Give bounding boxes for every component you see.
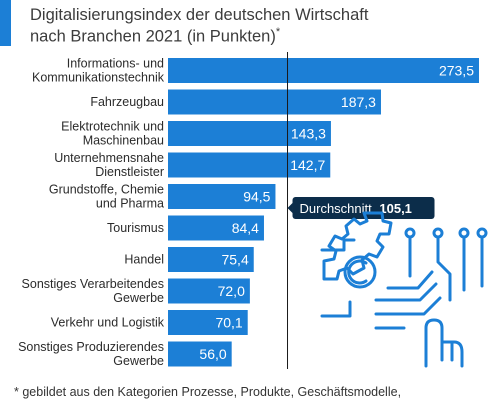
- category-label-line: Maschinenbau: [83, 134, 164, 148]
- average-callout-box: [292, 197, 435, 219]
- category-label-line: Verkehr und Logistik: [51, 316, 165, 330]
- category-label: Handel: [124, 253, 164, 267]
- chart-title-line2: nach Branchen 2021 (in Punkten)*: [30, 26, 280, 47]
- footnote: * gebildet aus den Kategorien Prozesse, …: [14, 385, 402, 399]
- category-label: Sonstiges Produzierendes Gewerbe: [18, 340, 164, 368]
- bar-value-label: 72,0: [218, 283, 245, 299]
- bar: [168, 89, 381, 115]
- category-label-line: Fahrzeugbau: [90, 95, 164, 109]
- bar-value-label: 273,5: [439, 63, 474, 79]
- category-label-line: Sonstiges Verarbeitendes: [22, 277, 164, 291]
- category-label-line: Tourismus: [107, 221, 164, 235]
- bar: [168, 278, 250, 304]
- average-label: Durchschnitt: [300, 201, 373, 216]
- category-label-line: Elektrotechnik und: [61, 120, 164, 134]
- category-label: Sonstiges Verarbeitendes Gewerbe: [22, 277, 165, 305]
- bar-value-label: 143,3: [291, 126, 326, 142]
- title-footnote-marker: *: [275, 26, 281, 38]
- average-value: 105,1: [379, 201, 412, 216]
- category-label: Informations- und Kommunikationstechnik: [32, 57, 165, 85]
- bar: [168, 215, 264, 241]
- bar: [168, 58, 479, 83]
- chart-title-text2: nach Branchen 2021 (in Punkten): [30, 27, 276, 46]
- bars-layer: 273,5 Informations- und Kommunikationstech…: [18, 57, 479, 368]
- title-accent-bar: [0, 0, 11, 46]
- category-label-line: Handel: [124, 253, 164, 267]
- category-label: Grundstoffe, Chemie und Pharma: [49, 183, 164, 211]
- bar: [168, 184, 276, 209]
- category-label-line: Kommunikationstechnik: [32, 71, 165, 85]
- chart-title-line1: Digitalisierungsindex der deutschen Wirt…: [30, 6, 368, 25]
- digital-gear-circuit-hand-icon: [320, 211, 488, 368]
- bar-value-label: 56,0: [199, 346, 226, 362]
- average-callout-text: Durchschnitt 105,1: [300, 201, 412, 216]
- chart-title-text1: Digitalisierungsindex der deutschen Wirt…: [30, 6, 369, 24]
- average-callout-pointer: [287, 203, 293, 213]
- bar-value-label: 187,3: [341, 94, 376, 110]
- category-label-line: Informations- und: [67, 57, 164, 71]
- category-label: Elektrotechnik und Maschinenbau: [61, 120, 164, 148]
- bar: [168, 247, 254, 272]
- bar-value-label: 75,4: [221, 252, 248, 268]
- bar: [168, 341, 232, 367]
- category-label-line: Grundstoffe, Chemie: [49, 183, 164, 197]
- bar-value-label: 84,4: [232, 220, 259, 236]
- bar-value-label: 142,7: [290, 157, 325, 173]
- category-label-line: Sonstiges Produzierendes: [18, 340, 164, 354]
- bar: [168, 152, 331, 178]
- category-label-line: Gewerbe: [113, 354, 164, 368]
- average-callout: Durchschnitt 105,1: [287, 197, 435, 219]
- bar: [168, 310, 248, 335]
- category-label-line: und Pharma: [96, 197, 164, 211]
- bar-value-label: 70,1: [215, 315, 242, 331]
- category-label: Verkehr und Logistik: [51, 316, 165, 330]
- category-label-line: Unternehmensnahe: [54, 151, 164, 165]
- bar-value-label: 94,5: [243, 189, 270, 205]
- category-label: Tourismus: [107, 221, 164, 235]
- category-label-line: Dienstleister: [95, 165, 164, 179]
- category-label-line: Gewerbe: [113, 291, 164, 305]
- bar: [168, 121, 331, 146]
- category-label: Unternehmensnahe Dienstleister: [54, 151, 164, 179]
- category-label: Fahrzeugbau: [90, 95, 164, 109]
